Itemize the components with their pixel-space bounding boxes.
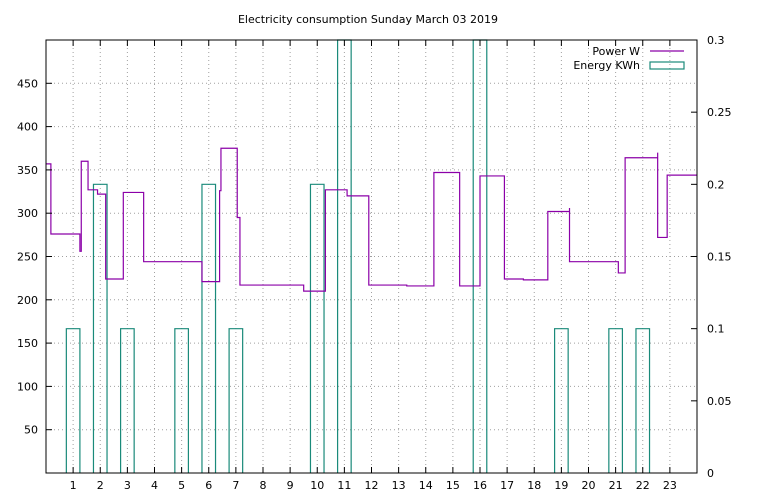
y-tick-label: 150 xyxy=(17,337,38,350)
energy-bar xyxy=(553,328,569,473)
energy-bar xyxy=(635,328,651,473)
axes: 1 2 3 4 5 6 7 8 9 10 11 12 13 14 15 16 17 18 19 20 21 22 23501… xyxy=(17,34,732,492)
x-tick-label: 5 xyxy=(178,479,185,492)
x-tick-label: 8 xyxy=(260,479,267,492)
x-tick-label: 1 xyxy=(70,479,77,492)
x-tick-label: 13 xyxy=(392,479,406,492)
energy-bar xyxy=(608,328,624,473)
x-tick-label: 2 xyxy=(97,479,104,492)
y2-tick-label: 0.05 xyxy=(707,395,732,408)
y-tick-label: 450 xyxy=(17,77,38,90)
y-tick-label: 100 xyxy=(17,380,38,393)
x-tick-label: 17 xyxy=(500,479,514,492)
x-tick-label: 14 xyxy=(419,479,433,492)
legend-label-energy: Energy KWh xyxy=(573,59,640,72)
y-tick-label: 350 xyxy=(17,164,38,177)
y-tick-label: 50 xyxy=(24,424,38,437)
energy-bar xyxy=(65,328,81,473)
energy-bar xyxy=(119,328,135,473)
x-tick-label: 16 xyxy=(473,479,487,492)
energy-bar xyxy=(201,183,217,473)
y2-tick-label: 0.15 xyxy=(707,251,732,264)
x-tick-label: 12 xyxy=(365,479,379,492)
y2-tick-label: 0.25 xyxy=(707,106,732,119)
legend-label-power: Power W xyxy=(592,45,640,58)
y-tick-label: 250 xyxy=(17,251,38,264)
energy-bar xyxy=(228,328,244,473)
y-tick-label: 300 xyxy=(17,207,38,220)
x-tick-label: 6 xyxy=(205,479,212,492)
x-tick-label: 7 xyxy=(232,479,239,492)
x-tick-label: 22 xyxy=(636,479,650,492)
power-series xyxy=(46,147,697,292)
x-tick-label: 11 xyxy=(337,479,351,492)
energy-bar xyxy=(309,183,325,473)
y-tick-label: 400 xyxy=(17,121,38,134)
x-tick-label: 21 xyxy=(609,479,623,492)
energy-bar xyxy=(92,183,108,473)
legend-swatch-energy xyxy=(649,61,685,70)
x-tick-label: 23 xyxy=(663,479,677,492)
x-tick-label: 3 xyxy=(124,479,131,492)
x-tick-label: 20 xyxy=(582,479,596,492)
x-tick-label: 19 xyxy=(554,479,568,492)
x-tick-label: 15 xyxy=(446,479,460,492)
y2-tick-label: 0.1 xyxy=(707,323,725,336)
power-line xyxy=(46,147,697,292)
y2-tick-label: 0.2 xyxy=(707,178,725,191)
x-tick-label: 18 xyxy=(527,479,541,492)
y-tick-label: 200 xyxy=(17,294,38,307)
x-tick-label: 9 xyxy=(287,479,294,492)
chart-title: Electricity consumption Sunday March 03 … xyxy=(238,13,498,26)
energy-bar xyxy=(174,328,190,473)
y2-tick-label: 0.3 xyxy=(707,34,725,47)
y2-tick-label: 0 xyxy=(707,467,714,480)
x-tick-label: 4 xyxy=(151,479,158,492)
grid xyxy=(46,40,697,473)
x-tick-label: 10 xyxy=(310,479,324,492)
